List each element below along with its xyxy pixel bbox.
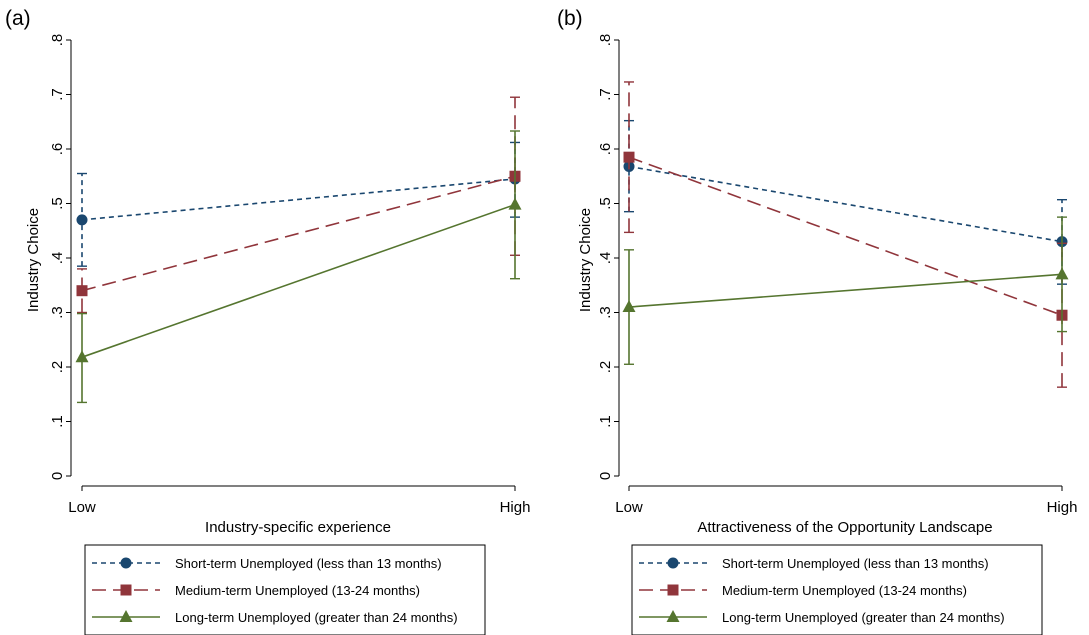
y-tick-label: .4 [597, 252, 614, 265]
series-circle [76, 141, 521, 267]
legend-marker [667, 584, 679, 596]
y-tick-label: .2 [49, 361, 66, 374]
y-tick-label: .7 [597, 88, 614, 101]
y-tick-label: .7 [49, 88, 66, 101]
y-axis-label: Industry Choice [577, 208, 594, 312]
series-line [81, 175, 516, 292]
legend-label: Medium-term Unemployed (13-24 months) [722, 583, 967, 598]
legend-label: Long-term Unemployed (greater than 24 mo… [722, 610, 1005, 625]
panel-a: (a) 0 .1 .2 .3 .4 .5 .6 .7 .8 Low High Industry Ch… [5, 7, 530, 635]
legend-item: Medium-term Unemployed (13-24 months) [92, 583, 420, 598]
data-point [1055, 267, 1069, 280]
y-tick-label: .5 [49, 197, 66, 210]
legend-marker [120, 584, 132, 596]
series-line [628, 156, 1063, 316]
legend-marker [120, 557, 132, 569]
y-tick-label: .1 [597, 415, 614, 428]
legend-item: Long-term Unemployed (greater than 24 mo… [639, 610, 1005, 625]
data-point [76, 285, 88, 297]
y-tick-label: .8 [49, 34, 66, 47]
series-line [628, 165, 1063, 243]
legend: Short-term Unemployed (less than 13 mont… [631, 544, 1043, 635]
legend-label: Medium-term Unemployed (13-24 months) [175, 583, 420, 598]
series-triangle [622, 216, 1069, 365]
x-tick-label: Low [68, 499, 96, 516]
legend-box [84, 544, 486, 635]
legend-item: Long-term Unemployed (greater than 24 mo… [92, 610, 458, 625]
data-point [76, 214, 88, 226]
x-axis-label: Attractiveness of the Opportunity Landsc… [697, 519, 992, 536]
y-tick-label: 0 [49, 472, 66, 480]
legend-label: Long-term Unemployed (greater than 24 mo… [175, 610, 458, 625]
y-tick-label: .4 [49, 252, 66, 265]
y-tick-label: .6 [49, 143, 66, 156]
legend-item: Short-term Unemployed (less than 13 mont… [639, 556, 989, 571]
legend-marker [666, 610, 680, 622]
y-axis-label: Industry Choice [25, 208, 42, 312]
series-line [81, 178, 516, 221]
data-point [623, 151, 635, 163]
plot-area: 0 .1 .2 .3 .4 .5 .6 .7 .8 Low High [597, 34, 1077, 516]
y-tick-label: .1 [49, 415, 66, 428]
legend-label: Short-term Unemployed (less than 13 mont… [722, 556, 989, 571]
legend-marker [119, 610, 133, 622]
y-tick-label: .8 [597, 34, 614, 47]
legend-item: Short-term Unemployed (less than 13 mont… [92, 556, 442, 571]
data-point [622, 300, 636, 313]
panel-b: (b) 0 .1 .2 .3 .4 .5 .6 .7 .8 Low High Industry Ch… [557, 7, 1077, 635]
plot-area: 0 .1 .2 .3 .4 .5 .6 .7 .8 Low High [49, 34, 530, 516]
legend: Short-term Unemployed (less than 13 mont… [84, 544, 486, 635]
data-point [75, 350, 89, 363]
legend-marker [667, 557, 679, 569]
series-circle [623, 119, 1068, 285]
y-tick-label: .3 [49, 306, 66, 319]
y-tick-label: .5 [597, 197, 614, 210]
y-tick-label: .3 [597, 306, 614, 319]
panel-label: (a) [5, 7, 31, 30]
y-tick-label: .2 [597, 361, 614, 374]
y-tick-label: 0 [597, 472, 614, 480]
series-line [628, 273, 1063, 308]
x-tick-label: High [500, 499, 531, 516]
x-tick-label: Low [615, 499, 643, 516]
x-tick-label: High [1047, 499, 1078, 516]
data-point [508, 197, 522, 210]
legend-box [631, 544, 1043, 635]
panel-label: (b) [557, 7, 583, 30]
series-line [81, 203, 516, 358]
legend-item: Medium-term Unemployed (13-24 months) [639, 583, 967, 598]
series-triangle [75, 130, 522, 404]
y-tick-label: .6 [597, 143, 614, 156]
series-square [623, 81, 1068, 388]
legend-label: Short-term Unemployed (less than 13 mont… [175, 556, 442, 571]
x-axis-label: Industry-specific experience [205, 519, 391, 536]
